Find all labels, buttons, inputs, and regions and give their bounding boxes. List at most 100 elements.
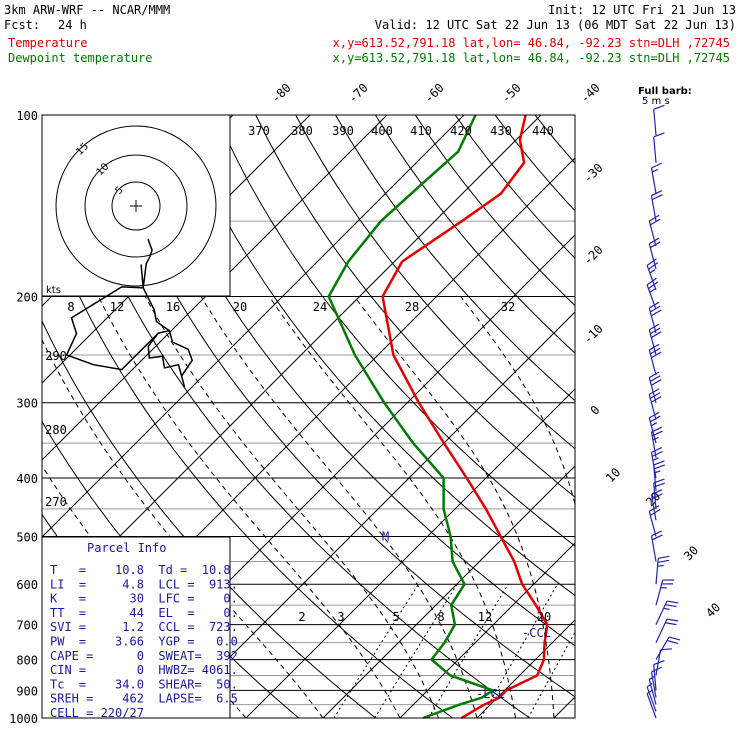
sounding-marker: -LCL xyxy=(476,687,505,701)
parcel-row: SREH = 462 LAPSE= 6.5 xyxy=(50,692,238,706)
wind-barbs: Full barb:5 m s xyxy=(638,86,692,719)
barb-half-flag xyxy=(652,436,659,441)
barb-shaft xyxy=(648,394,657,420)
pressure-tick-label: 700 xyxy=(16,619,38,633)
barb-shaft xyxy=(646,686,657,712)
hodograph-ring xyxy=(55,125,217,287)
pressure-tick-label: 800 xyxy=(16,654,38,668)
parcel-box xyxy=(41,536,231,719)
barb-flag xyxy=(651,530,663,537)
barb-flag xyxy=(666,600,679,604)
barb-flag xyxy=(665,622,677,626)
barb-shaft xyxy=(648,679,657,705)
wind-barb xyxy=(646,277,659,310)
speed-scale-label: 28 xyxy=(405,300,419,314)
isotherm-label: -30 xyxy=(581,161,606,186)
dry-adiabat xyxy=(574,115,575,117)
mixing-ratio-label: 5 xyxy=(392,610,399,624)
barb-shaft xyxy=(648,511,657,537)
barb-flag xyxy=(650,305,661,313)
dewpoint-trace xyxy=(327,114,495,720)
wind-barb xyxy=(650,162,663,194)
dry-adiabat xyxy=(534,115,575,164)
barb-flag xyxy=(665,604,677,608)
pressure-tick-label: 100 xyxy=(16,109,38,123)
barb-half-flag xyxy=(649,269,656,274)
wind-barb xyxy=(650,530,663,562)
barb-flag xyxy=(653,460,665,466)
barb-flag xyxy=(653,132,665,138)
barb-flag xyxy=(666,618,679,622)
temperature-location: x,y=613.52,791.18 lat,lon= 46.84, -92.23… xyxy=(333,36,730,50)
moist-adiabat xyxy=(268,296,516,718)
isotherm xyxy=(245,388,575,718)
isotherm xyxy=(168,311,575,718)
speed-scale-label: 24 xyxy=(313,300,327,314)
parcel-row: TT = 44 EL = 0. xyxy=(50,606,238,620)
dry-adiabat xyxy=(335,115,575,402)
dry-adiabat xyxy=(215,115,575,547)
wind-barb xyxy=(655,600,679,625)
mixing-ratio-label: 12 xyxy=(478,610,492,624)
isotherm-label: -10 xyxy=(581,322,606,347)
barb-flag xyxy=(653,659,665,666)
barb-shaft xyxy=(648,307,657,334)
wind-barb xyxy=(655,579,675,606)
barb-flag xyxy=(653,464,665,470)
barb-shaft xyxy=(650,452,657,479)
isotherm-label: -50 xyxy=(499,81,524,106)
barb-flag xyxy=(651,162,663,169)
isotherm xyxy=(322,465,575,718)
barb-flag xyxy=(651,190,663,197)
parcel-row: CELL = 220/27 xyxy=(50,706,144,720)
theta-label: 440 xyxy=(532,124,554,138)
isotherm-label: -60 xyxy=(422,81,447,106)
barb-scale-label: Full barb: xyxy=(638,86,692,97)
barb-flag xyxy=(646,277,657,286)
parcel-row: T = 10.8 Td = 10.8 xyxy=(50,563,231,577)
dry-adiabat xyxy=(655,115,740,718)
parcel-row: LI = 4.8 LCL = 913. xyxy=(50,577,238,591)
mixing-ratio-line xyxy=(428,583,509,718)
barb-flag xyxy=(651,447,663,453)
isotherm xyxy=(631,115,740,718)
barb-flag xyxy=(648,371,660,379)
pressure-tick-label: 300 xyxy=(16,397,38,411)
dry-adiabat xyxy=(42,204,453,718)
isotherm-label: -20 xyxy=(581,243,606,268)
isotherm xyxy=(42,115,388,461)
wind-barb xyxy=(648,388,662,420)
theta-label: 420 xyxy=(450,124,472,138)
parcel-row: Tc = 34.0 SHEAR= 50. xyxy=(50,677,238,691)
pressure-tick-label: 400 xyxy=(16,472,38,486)
parcel-row: K = 30 LFC = 0. xyxy=(50,592,238,606)
theta-label: 400 xyxy=(371,124,393,138)
theta-label: 380 xyxy=(291,124,313,138)
barb-half-flag xyxy=(663,607,670,611)
theta-label: 430 xyxy=(490,124,512,138)
dry-adiabat xyxy=(55,115,530,718)
barb-flag xyxy=(650,218,661,226)
barb-half-flag xyxy=(652,457,659,461)
barb-flag xyxy=(651,489,663,496)
barb-shaft xyxy=(655,636,670,660)
mixing-ratio-label: 8 xyxy=(437,610,444,624)
theta-label: 390 xyxy=(332,124,354,138)
fcst-hours: 24 h xyxy=(58,18,87,32)
dewpoint-legend: Dewpoint temperature xyxy=(8,51,153,65)
barb-half-flag xyxy=(646,682,653,688)
barb-flag xyxy=(653,104,665,110)
hodograph-ring xyxy=(111,181,161,231)
theta-label: 280 xyxy=(45,423,67,437)
mixing-ratio-line xyxy=(374,583,458,718)
wind-barb xyxy=(653,132,665,163)
barb-half-flag xyxy=(651,422,658,427)
theta-label: 270 xyxy=(45,495,67,509)
speed-scale-label: 12 xyxy=(110,300,124,314)
sounding-traces: M -LCL -CCL xyxy=(327,114,551,720)
plot-frame xyxy=(41,114,576,719)
pressure-tick-label: 900 xyxy=(16,684,38,698)
barb-flag xyxy=(657,559,670,563)
wind-barb xyxy=(648,343,662,376)
